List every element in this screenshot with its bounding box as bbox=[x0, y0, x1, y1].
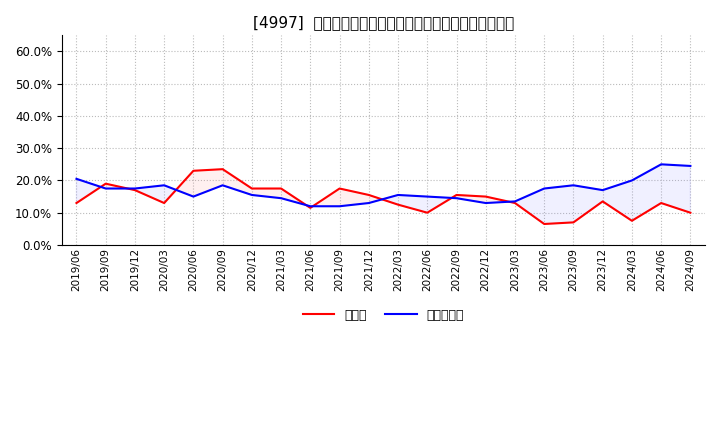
現預金 bbox=[452, 192, 461, 198]
有利子負債 bbox=[336, 204, 344, 209]
有利子負債 bbox=[540, 186, 549, 191]
現預金 bbox=[540, 221, 549, 227]
Legend: 現預金, 有利子負債: 現預金, 有利子負債 bbox=[298, 304, 469, 327]
有利子負債 bbox=[394, 192, 402, 198]
現預金 bbox=[306, 205, 315, 210]
現預金 bbox=[72, 200, 81, 205]
現預金 bbox=[423, 210, 431, 215]
有利子負債 bbox=[657, 161, 665, 167]
有利子負債 bbox=[189, 194, 198, 199]
現預金 bbox=[248, 186, 256, 191]
有利子負債 bbox=[569, 183, 577, 188]
現預金 bbox=[686, 210, 695, 215]
有利子負債 bbox=[72, 176, 81, 181]
有利子負債 bbox=[628, 178, 636, 183]
現預金 bbox=[336, 186, 344, 191]
有利子負債 bbox=[482, 200, 490, 205]
Line: 有利子負債: 有利子負債 bbox=[76, 164, 690, 206]
現預金 bbox=[276, 186, 285, 191]
現預金 bbox=[569, 220, 577, 225]
有利子負債 bbox=[686, 163, 695, 169]
現預金 bbox=[102, 181, 110, 186]
現預金 bbox=[189, 168, 198, 173]
有利子負債 bbox=[452, 195, 461, 201]
現預金 bbox=[657, 200, 665, 205]
有利子負債 bbox=[364, 200, 373, 205]
有利子負債 bbox=[248, 192, 256, 198]
現預金 bbox=[218, 166, 227, 172]
Line: 現預金: 現預金 bbox=[76, 169, 690, 224]
現預金 bbox=[482, 194, 490, 199]
現預金 bbox=[394, 202, 402, 207]
現預金 bbox=[510, 200, 519, 205]
有利子負債 bbox=[276, 195, 285, 201]
現預金 bbox=[130, 187, 139, 193]
有利子負債 bbox=[160, 183, 168, 188]
有利子負債 bbox=[598, 187, 607, 193]
有利子負債 bbox=[130, 186, 139, 191]
有利子負債 bbox=[218, 183, 227, 188]
有利子負債 bbox=[102, 186, 110, 191]
有利子負債 bbox=[306, 204, 315, 209]
現預金 bbox=[598, 199, 607, 204]
現預金 bbox=[364, 192, 373, 198]
有利子負債 bbox=[423, 194, 431, 199]
現預金 bbox=[160, 200, 168, 205]
Title: [4997]  現預金、有利子負債の総資産に対する比率の推移: [4997] 現預金、有利子負債の総資産に対する比率の推移 bbox=[253, 15, 514, 30]
有利子負債 bbox=[510, 199, 519, 204]
現預金 bbox=[628, 218, 636, 224]
